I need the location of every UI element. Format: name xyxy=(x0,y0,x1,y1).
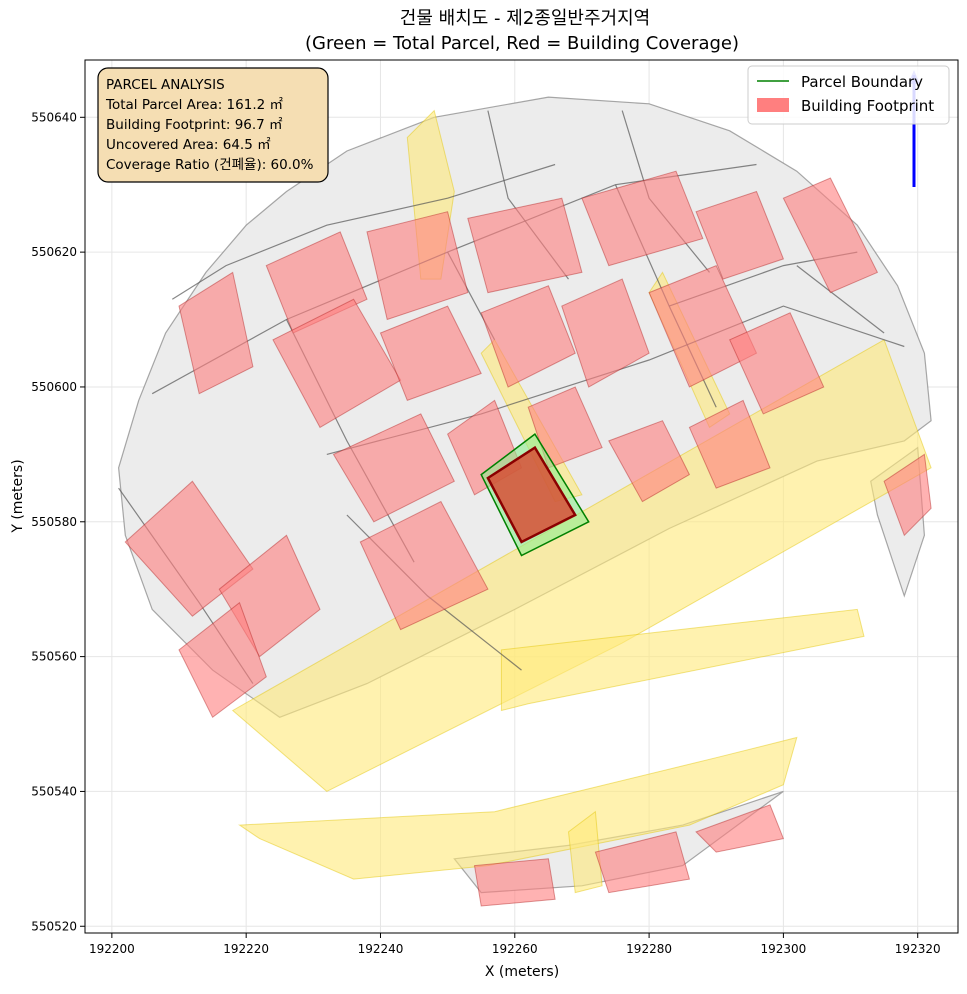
x-axis-ticks: 192200 192220 192240 192260 192280 192300 1923… xyxy=(89,933,941,956)
x-tick-label: 192280 xyxy=(626,942,672,956)
y-tick-label: 550520 xyxy=(31,919,77,933)
y-tick-label: 550560 xyxy=(31,650,77,664)
legend-box xyxy=(747,65,950,125)
y-tick-label: 550620 xyxy=(31,245,77,259)
building-polygon xyxy=(332,413,455,523)
y-axis-ticks: 550520 550540 550560 550580 550600 550620 5506… xyxy=(31,110,85,933)
x-tick-label: 192260 xyxy=(492,942,538,956)
building-polygon xyxy=(480,285,576,388)
legend-building-swatch xyxy=(757,98,789,112)
y-tick-label: 550540 xyxy=(31,784,77,798)
road-polygon xyxy=(237,736,798,880)
building-polygon xyxy=(178,271,254,395)
building-polygon xyxy=(695,190,785,280)
y-axis-label: Y (meters) xyxy=(10,459,26,533)
building-polygon xyxy=(782,177,879,294)
parcel-line xyxy=(796,265,885,334)
info-uncovered: Uncovered Area: 64.5 ㎡ xyxy=(106,137,271,153)
building-polygon xyxy=(467,197,583,294)
building-polygon xyxy=(883,453,932,537)
x-tick-label: 192200 xyxy=(89,942,135,956)
building-polygon xyxy=(379,305,482,402)
building-layer xyxy=(124,170,932,907)
road-polygon xyxy=(567,810,603,894)
building-polygon xyxy=(359,500,489,631)
info-total-area: Total Parcel Area: 161.2 ㎡ xyxy=(105,97,283,113)
y-tick-label: 550600 xyxy=(31,380,77,394)
target-parcel-layer xyxy=(480,433,590,557)
building-polygon xyxy=(178,601,267,719)
info-box-background xyxy=(97,67,329,183)
road-polygon xyxy=(500,608,865,712)
target-building xyxy=(486,445,577,544)
info-footprint: Building Footprint: 96.7 ㎡ xyxy=(106,117,283,133)
y-tick-label: 550640 xyxy=(31,110,77,124)
parcel-line xyxy=(171,163,556,300)
x-axis-label: X (meters) xyxy=(485,964,559,980)
plot-frame xyxy=(84,59,959,934)
building-polygon xyxy=(594,831,691,894)
building-polygon xyxy=(561,278,650,388)
legend-building-label: Building Footprint xyxy=(801,97,934,115)
y-tick-label: 550580 xyxy=(31,515,77,529)
title-line-1: 건물 배치도 - 제2종일반주거지역 xyxy=(400,8,650,29)
info-coverage: Coverage Ratio (건폐율): 60.0% xyxy=(106,157,314,173)
parcel-line xyxy=(326,305,905,455)
building-polygon xyxy=(581,170,704,267)
info-heading: PARCEL ANALYSIS xyxy=(106,77,225,93)
x-tick-label: 192240 xyxy=(358,942,404,956)
building-polygon xyxy=(608,420,691,503)
building-polygon xyxy=(688,399,771,489)
building-polygon xyxy=(695,804,785,853)
building-polygon xyxy=(729,312,825,415)
building-polygon xyxy=(366,211,469,321)
title-line-2: (Green = Total Parcel, Red = Building Co… xyxy=(305,33,739,54)
x-tick-label: 192220 xyxy=(223,942,269,956)
legend-parcel-label: Parcel Boundary xyxy=(801,73,923,91)
legend: Parcel Boundary Building Footprint xyxy=(747,65,950,125)
building-polygon xyxy=(473,858,556,907)
x-tick-label: 192300 xyxy=(760,942,806,956)
info-box: PARCEL ANALYSIS Total Parcel Area: 161.2… xyxy=(97,67,329,183)
x-tick-label: 192320 xyxy=(895,942,941,956)
